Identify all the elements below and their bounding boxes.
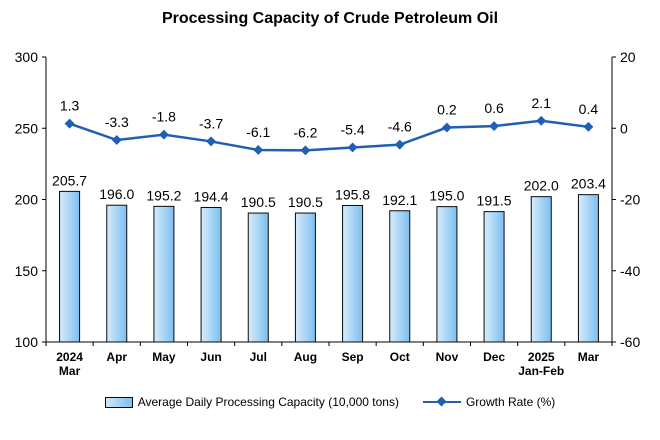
legend-bar-swatch: [104, 396, 133, 408]
bar-data-label: 194.4: [194, 188, 229, 204]
bar: [577, 194, 599, 343]
line-data-label: -3.3: [105, 114, 129, 130]
y-tick-label: 250: [15, 120, 39, 136]
growth-rate-marker: [536, 115, 547, 126]
growth-rate-marker: [111, 135, 122, 145]
growth-rate-marker: [253, 145, 264, 155]
bar-data-label: 195.0: [429, 188, 464, 204]
bar: [483, 211, 505, 343]
x-tick-label: 2025: [528, 350, 555, 364]
bar: [59, 190, 81, 343]
growth-rate-marker: [394, 139, 405, 150]
x-tick-label: Nov: [436, 350, 459, 364]
bar: [247, 212, 269, 343]
growth-rate-marker: [347, 142, 358, 153]
bar: [153, 205, 175, 343]
growth-rate-marker: [489, 121, 500, 132]
legend-item-bar: Average Daily Processing Capacity (10,00…: [104, 395, 399, 409]
legend-label-line: Growth Rate (%): [465, 395, 556, 409]
x-tick-label: Oct: [390, 350, 410, 364]
y-tick-label: 100: [15, 334, 39, 350]
x-tick-label: Aug: [294, 350, 317, 364]
x-tick-label: Jan-Feb: [518, 364, 564, 378]
y-tick-label: 300: [15, 49, 39, 65]
bar-data-label: 205.7: [52, 172, 87, 188]
bar: [342, 204, 364, 343]
x-tick-label: Jun: [200, 350, 221, 364]
y2-tick-label: 20: [620, 49, 636, 65]
line-data-label: -3.7: [199, 115, 223, 131]
bar-data-label: 203.4: [571, 176, 606, 192]
growth-rate-marker: [206, 136, 217, 147]
growth-rate-marker: [583, 121, 594, 132]
line-data-label: -4.6: [388, 119, 412, 135]
bar-data-label: 195.8: [335, 186, 370, 202]
x-tick-label: Jul: [250, 350, 267, 364]
bar: [389, 210, 411, 343]
bar: [436, 206, 458, 343]
line-data-label: 0.4: [579, 101, 599, 117]
x-tick-label: Mar: [59, 364, 81, 378]
line-data-label: 0.2: [437, 102, 457, 118]
bar: [106, 204, 128, 343]
x-tick-label: Mar: [578, 350, 600, 364]
bar-data-label: 192.1: [382, 192, 417, 208]
bar: [530, 196, 552, 343]
x-tick-label: 2024: [56, 350, 83, 364]
y-tick-label: 200: [15, 192, 39, 208]
growth-rate-marker: [300, 145, 311, 156]
growth-rate-marker: [64, 118, 75, 129]
chart-title: Processing Capacity of Crude Petroleum O…: [161, 10, 499, 27]
line-data-label: -6.1: [246, 124, 270, 140]
y-tick-label: 150: [15, 263, 39, 279]
x-tick-label: Dec: [483, 350, 505, 364]
x-tick-label: Apr: [106, 350, 127, 364]
growth-rate-marker: [158, 129, 169, 140]
bar-data-label: 190.5: [241, 194, 276, 210]
bar-data-label: 191.5: [477, 193, 512, 209]
x-tick-label: Sep: [342, 350, 364, 364]
y2-tick-label: 0: [620, 120, 628, 136]
bar-data-label: 202.0: [524, 178, 559, 194]
bar-data-label: 196.0: [99, 186, 134, 202]
line-data-label: -5.4: [341, 121, 365, 137]
legend: Average Daily Processing Capacity (10,00…: [0, 395, 660, 409]
line-data-label: 0.6: [484, 100, 504, 116]
bar-data-label: 195.2: [146, 187, 181, 203]
bar: [200, 206, 222, 343]
legend-item-line: Growth Rate (%): [422, 395, 556, 409]
y2-tick-label: -60: [620, 334, 640, 350]
growth-rate-line: [69, 119, 589, 152]
line-data-label: -1.8: [152, 109, 176, 125]
legend-label-bar: Average Daily Processing Capacity (10,00…: [137, 395, 399, 409]
x-tick-label: May: [152, 350, 176, 364]
line-data-label: 2.1: [532, 95, 552, 111]
legend-line-swatch: [422, 396, 461, 408]
y2-tick-label: -40: [620, 263, 640, 279]
bar: [294, 212, 316, 343]
line-data-label: 1.3: [60, 98, 80, 114]
bar-data-label: 190.5: [288, 194, 323, 210]
y2-tick-label: -20: [620, 192, 640, 208]
line-data-label: -6.2: [293, 124, 317, 140]
growth-rate-marker: [441, 122, 452, 133]
